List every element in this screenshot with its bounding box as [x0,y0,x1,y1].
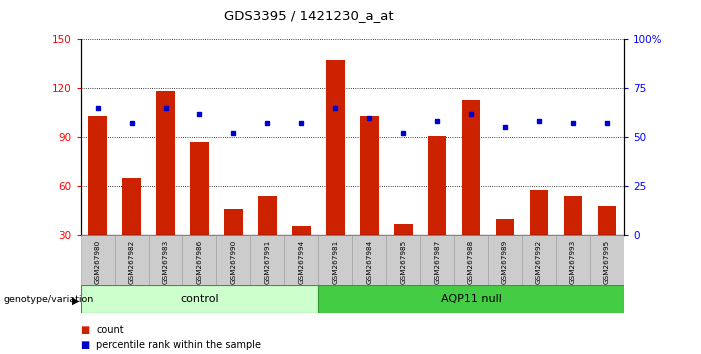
Text: GSM267986: GSM267986 [196,239,203,284]
Bar [285,235,318,285]
Bar [217,235,250,285]
Text: GSM267985: GSM267985 [400,239,406,284]
Bar [182,235,217,285]
Bar [420,235,454,285]
Bar [597,206,616,235]
Bar [394,224,412,235]
Bar [462,99,480,235]
Text: percentile rank within the sample: percentile rank within the sample [96,340,261,350]
Bar [250,235,285,285]
Bar [149,235,182,285]
Bar [360,116,379,235]
Text: GSM267987: GSM267987 [434,239,440,284]
Bar [522,235,556,285]
Text: GSM267992: GSM267992 [536,239,542,284]
Bar [590,235,624,285]
Bar [454,235,488,285]
Text: ▶: ▶ [72,296,79,306]
Text: count: count [96,325,123,335]
Bar [496,219,515,235]
Text: GSM267988: GSM267988 [468,239,474,284]
Bar [292,225,311,235]
Bar [190,142,209,235]
Text: control: control [180,294,219,304]
Bar [114,235,149,285]
Text: GSM267982: GSM267982 [128,239,135,284]
Text: GSM267989: GSM267989 [502,239,508,284]
Bar [353,235,386,285]
Bar [156,91,175,235]
Text: GSM267990: GSM267990 [231,239,236,284]
Bar [318,235,353,285]
Bar [81,235,114,285]
Text: GDS3395 / 1421230_a_at: GDS3395 / 1421230_a_at [224,9,393,22]
Bar [488,235,522,285]
Text: genotype/variation: genotype/variation [4,295,94,304]
Text: GSM267994: GSM267994 [299,239,304,284]
Bar [556,235,590,285]
Bar [564,196,583,235]
Bar [428,136,447,235]
Text: GSM267995: GSM267995 [604,239,610,284]
Bar [224,209,243,235]
Bar [530,189,548,235]
Bar [326,60,345,235]
Bar [386,235,420,285]
Text: GSM267984: GSM267984 [366,239,372,284]
Bar [258,196,277,235]
Text: GSM267991: GSM267991 [264,239,271,284]
Text: ■: ■ [81,340,90,350]
Text: AQP11 null: AQP11 null [441,294,501,304]
Bar [81,285,318,313]
Text: GSM267993: GSM267993 [570,239,576,284]
Bar [88,116,107,235]
Text: ■: ■ [81,325,90,335]
Text: GSM267980: GSM267980 [95,239,100,284]
Bar [122,178,141,235]
Text: GSM267981: GSM267981 [332,239,339,284]
Text: GSM267983: GSM267983 [163,239,168,284]
Bar [318,285,624,313]
